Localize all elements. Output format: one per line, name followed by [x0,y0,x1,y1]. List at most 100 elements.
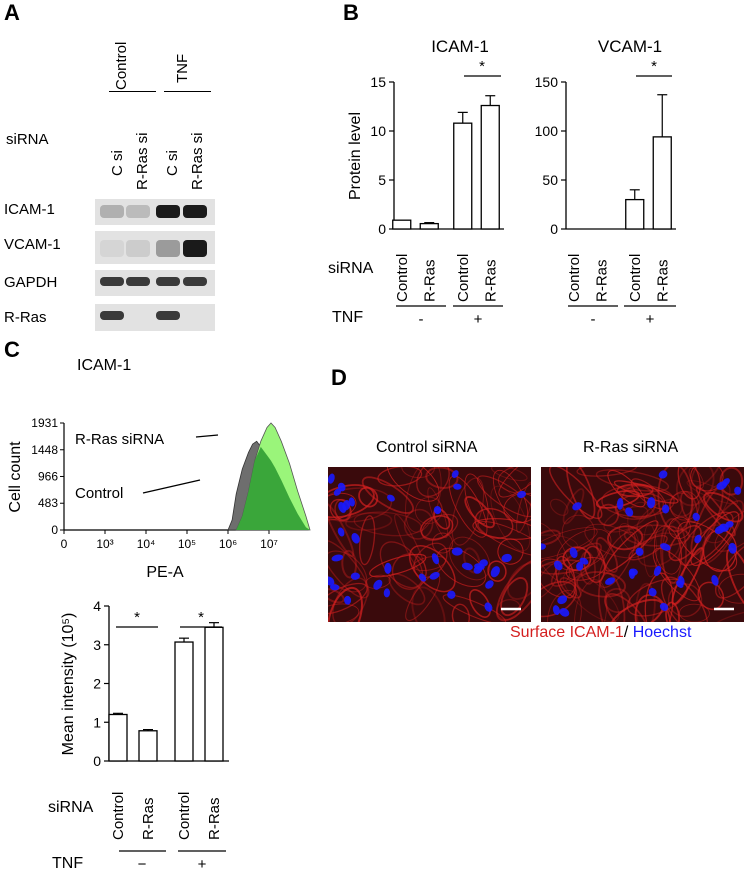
caption-hoechst: Hoechst [632,624,692,641]
nucleus [694,534,702,544]
cell-membrane [574,579,608,622]
x-category-label: Control [627,254,644,302]
significance-star: * [134,609,140,626]
nucleus [433,506,442,515]
nucleus [383,588,391,598]
micrograph-control-sirna [328,467,531,622]
nucleus [552,605,560,616]
micrograph-svg [328,467,531,622]
nucleus [418,573,427,582]
cell-membrane [601,484,675,518]
y-tick-label: 0 [93,753,101,769]
y-tick-label: 0 [550,221,558,237]
cell-membrane [474,507,514,539]
nucleus [678,575,685,586]
caption-separator: / [623,624,633,641]
cell-membrane [637,532,681,568]
cell-membrane [369,553,427,578]
cell-membrane [660,576,709,622]
blot-band [156,205,180,218]
blot-label-rras: R-Ras [4,309,47,326]
blot-band [100,240,124,257]
cell-membrane [425,467,459,489]
bar [419,222,439,230]
nucleus [554,560,563,571]
x-category-label: R-Ras [593,259,610,302]
cell-membrane [562,571,620,622]
y-tick-label: 4 [93,598,101,614]
nucleus [484,602,493,612]
cell-membrane [657,467,694,533]
cell-membrane [616,483,654,498]
panel-letter-d: D [331,365,347,390]
cell-membrane [464,473,489,525]
cell-membrane [391,553,427,590]
cell-membrane [679,603,710,622]
cell-membrane [576,571,627,598]
nucleus [579,557,589,565]
cell-membrane [669,490,700,521]
nucleus [431,553,440,565]
nucleus [734,486,742,495]
cell-membrane [405,467,442,533]
nucleus [451,547,463,556]
cell-membrane [541,529,561,546]
bar [108,713,128,762]
hist-y-tick-label: 0 [51,523,58,537]
nucleus [485,580,494,589]
bar [204,626,224,762]
nucleus [351,533,360,544]
cell-membrane [328,539,370,599]
cell-membrane [562,546,592,572]
cell-membrane [388,573,426,606]
nucleus [474,563,485,570]
panel-c-charts: ICAM-1 0 483 966 1448 1931 0 10³ 10⁴ 10⁵ 10⁶ 10⁷ R-R… [7,357,311,873]
micrograph-label-control: Control siRNA [376,439,478,456]
nucleus [517,490,527,499]
bar [138,730,158,762]
blot-band [156,311,180,320]
tnf-row-label-c: TNF [52,855,83,872]
legend-rras-sirna: R-Ras siRNA [75,431,164,448]
x-category-label: Control [566,254,583,302]
cell-membrane [603,505,649,533]
cell-membrane [549,498,569,516]
x-category-label: R-Ras [654,259,671,302]
tnf-plus: + [198,856,207,873]
blot-band [183,277,207,286]
cell-membrane [719,467,744,496]
nucleus [648,588,657,597]
cell-membrane [497,538,524,565]
nucleus [541,543,546,550]
nucleus [569,547,578,559]
cell-membrane [686,480,739,505]
hist-x-tick-label: 10⁷ [260,537,278,551]
cell-membrane [506,562,531,601]
blot-band [183,205,207,218]
cell-membrane [386,467,440,502]
blot-band [126,240,150,257]
hist-y-label: Cell count [7,441,24,513]
nucleus [329,584,340,591]
hist-y-tick-label: 483 [38,496,58,510]
chart-title-icam1: ICAM-1 [431,37,489,56]
cell-membrane [620,484,657,519]
nucleus [447,590,456,599]
nucleus [625,507,634,517]
cell-membrane [442,594,507,622]
y-axis-label-protein: Protein level [347,112,364,200]
chart-title-vcam1: VCAM-1 [598,37,662,56]
cell-membrane [677,467,701,500]
x-category-label: Control [110,792,127,840]
cell-membrane [328,502,355,558]
nucleus [692,512,700,522]
cell-membrane [565,467,596,520]
hist-x-label: PE-A [146,564,184,581]
group-line-control [109,91,156,92]
panel-letter-a: A [4,0,20,25]
cell-membrane [516,481,531,533]
cell-membrane [604,587,631,613]
y-tick-label: 1 [93,714,101,730]
blot-band [156,277,180,286]
nucleus [661,504,670,514]
